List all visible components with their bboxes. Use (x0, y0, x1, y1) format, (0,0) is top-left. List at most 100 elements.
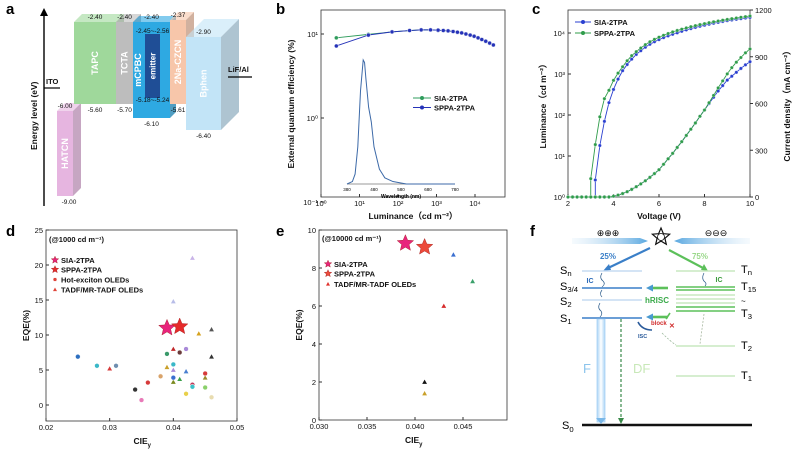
data-point-triangle (170, 299, 176, 304)
data-point-triangle (177, 376, 183, 382)
triplet-level-label: Tn (741, 264, 752, 277)
homo-value: -9.00 (62, 199, 77, 206)
data-point (607, 100, 611, 105)
data-point (725, 72, 730, 76)
holes-label: ⊕⊕⊕ (597, 228, 620, 238)
lumo-value: -6.00 (58, 103, 73, 110)
internal-conversion-arrow (598, 302, 603, 318)
data-point-triangle (470, 278, 475, 284)
data-point-star (158, 318, 176, 336)
data-point (638, 46, 643, 50)
data-point (634, 184, 639, 189)
homo-value: -5.18~-5.24 (136, 97, 170, 104)
triplet-level-label: T3 (741, 308, 752, 321)
block-label: block (651, 321, 667, 327)
x-axis-label-main: CIE (134, 436, 149, 446)
data-point (748, 14, 752, 18)
data-point (657, 167, 661, 172)
data-point-triangle (183, 369, 189, 374)
data-point (616, 193, 620, 197)
data-point (629, 57, 634, 62)
layer-tapc: TAPC -2.40 -5.60 (74, 14, 124, 114)
x-tick-label: 2 (566, 199, 570, 208)
singlet-level-label-main: S (560, 313, 567, 325)
data-point-star (171, 317, 189, 335)
arrow-head-icon (646, 313, 653, 321)
x-axis-label-sub: y (148, 443, 152, 449)
inset-x-tick-label: 580 (397, 187, 405, 192)
electrons-label: ⊖⊖⊖ (705, 228, 728, 238)
legend-marker (420, 105, 424, 110)
x-tick-label: 10² (393, 199, 404, 208)
energy-axis-label: Energy level (eV) (29, 81, 39, 150)
lumo-value: -2.40 (144, 14, 159, 21)
y-tick-label: 10 (35, 331, 43, 340)
legend-label: SIA-2TPA (61, 256, 95, 265)
data-point-circle (170, 375, 176, 381)
data-point (334, 35, 339, 41)
data-point-triangle (422, 391, 427, 396)
y-tick-label: 10 (308, 226, 316, 235)
data-point (611, 78, 616, 83)
data-point-triangle (209, 354, 214, 359)
series-sppa-2tpa (566, 14, 752, 199)
y-tick-label: 0 (312, 416, 316, 425)
data-point (648, 39, 652, 44)
layer-front-face (186, 37, 221, 130)
condition-annotation: (@10000 cd m⁻¹) (322, 234, 382, 243)
hole-injection-arrow (572, 238, 648, 244)
legend-label: SIA-2TPA (594, 18, 628, 27)
data-point (734, 16, 739, 20)
data-point (588, 195, 593, 199)
data-point (743, 14, 748, 19)
data-point (625, 58, 630, 63)
data-point (467, 32, 473, 38)
arrow-head-icon (40, 8, 48, 16)
x-tick-label: 8 (702, 199, 706, 208)
data-point (675, 28, 680, 33)
data-point (479, 37, 484, 42)
data-point (418, 27, 424, 33)
triplet-level-label-sub: 15 (748, 285, 757, 294)
lumo-value: -2.40 (88, 14, 103, 21)
data-point (702, 21, 707, 26)
x-tick-label: 6 (657, 199, 661, 208)
data-point-triangle (170, 346, 176, 351)
luminance-curve (594, 16, 751, 197)
data-point (711, 93, 716, 98)
electron-injection-arrow (674, 238, 750, 244)
data-point (584, 195, 589, 199)
triplet-level-label-sub: 3 (748, 312, 752, 321)
exciton-burst-icon (650, 226, 672, 246)
data-point-circle (189, 384, 196, 390)
layer-name: TCTA (120, 51, 130, 75)
data-point-triangle (170, 367, 176, 372)
data-point (725, 78, 730, 82)
triplet-level-label-sub: 2 (748, 344, 752, 353)
layer-emitter: emitter -2.45~-2.56 -5.18~-5.24 (136, 28, 170, 104)
legend-label: SPPA-2TPA (594, 29, 636, 38)
data-point (389, 29, 395, 35)
y-tick-label: 25 (35, 226, 43, 235)
layer-name: mCPBC (133, 53, 143, 87)
series-sia-2tpa (334, 27, 496, 48)
x-axis-label: Luminance（cd m⁻²） (368, 211, 457, 221)
data-point (743, 51, 748, 55)
fluorescence-arrow (596, 318, 606, 423)
triplet-generation-arrow (668, 249, 706, 270)
layer-name: HATCN (60, 138, 70, 169)
layer-hatcn: HATCN -6.00 -9.00 (57, 103, 81, 206)
data-point (455, 30, 460, 35)
x-tick-label: 10 (746, 199, 754, 208)
legend-label: Hot-exciton OLEDs (61, 276, 129, 285)
ic-label-singlet: IC (587, 278, 594, 285)
data-point (570, 195, 575, 199)
singlet-fraction: 25% (600, 252, 616, 261)
x-tick-label: 0.045 (454, 422, 473, 431)
homo-value: -5.61 (171, 107, 186, 114)
data-point (702, 108, 707, 112)
data-point-circle (170, 361, 176, 368)
y-right-tick-label: 600 (755, 100, 768, 109)
singlet-level-label-sub: 1 (567, 317, 571, 326)
homo-value: -5.60 (88, 107, 103, 114)
